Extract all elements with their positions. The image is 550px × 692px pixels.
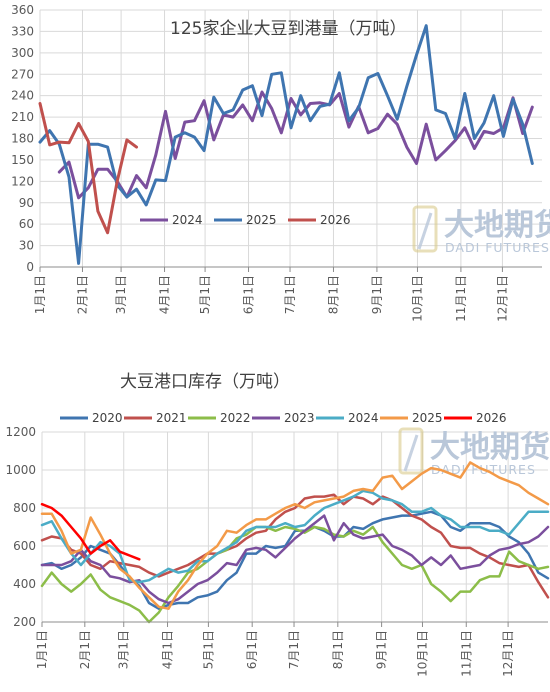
y-tick-label: 400 [13, 577, 36, 591]
y-tick-label: 120 [11, 174, 34, 188]
x-tick-label: 12月1日 [495, 275, 509, 322]
port-arrivals-chart: 大地期货 DADI FUTURES 0 30 60 90 120 150 180 210 240 2… [0, 0, 550, 335]
x-tick-label: 3月1日 [117, 630, 131, 669]
legend: 2020 2021 2022 2023 2024 2025 2026 [60, 411, 507, 425]
x-tick-label: 6月1日 [242, 275, 256, 314]
watermark-sub: DADI FUTURES [445, 240, 550, 255]
legend-label-2024: 2024 [348, 411, 379, 425]
x-tick-label: 5月1日 [198, 275, 212, 314]
x-tick-label: 4月1日 [158, 275, 172, 314]
x-tick-label: 1月1日 [35, 630, 49, 669]
series-lines [38, 24, 534, 265]
x-tick-label: 10月1日 [415, 630, 429, 677]
axes: 0 30 60 90 120 150 180 210 240 270 300 330 360 1月1日 2月… [11, 3, 542, 322]
y-tick-label: 270 [11, 67, 34, 81]
series-line-2022 [40, 525, 550, 624]
x-tick-label: 7月1日 [287, 630, 301, 669]
series-line-2024 [40, 489, 550, 584]
series-line-2026 [38, 102, 138, 235]
legend-label-2023: 2023 [284, 411, 315, 425]
y-tick-label: 240 [11, 89, 34, 103]
x-tick-label: 11月1日 [459, 630, 473, 677]
x-tick-label: 9月1日 [370, 275, 384, 314]
y-tick-label: 360 [11, 3, 34, 17]
chart-title: 大豆港口库存（万吨） [120, 372, 290, 392]
series-line-2025 [38, 24, 534, 265]
legend-label-2020: 2020 [92, 411, 123, 425]
legend-label-2025: 2025 [246, 213, 277, 227]
y-tick-label: 60 [19, 217, 34, 231]
x-tick-label: 4月1日 [161, 630, 175, 669]
y-tick-label: 800 [13, 501, 36, 515]
x-tick-label: 11月1日 [454, 275, 468, 322]
watermark-emblem-stroke [417, 212, 433, 250]
legend-label-2021: 2021 [156, 411, 187, 425]
series-lines [40, 461, 550, 624]
x-tick-label: 2月1日 [78, 630, 92, 669]
gridlines [41, 431, 548, 623]
y-tick-label: 150 [11, 153, 34, 167]
legend-label-2026: 2026 [320, 213, 351, 227]
x-tick-label: 6月1日 [245, 630, 259, 669]
y-tick-label: 300 [11, 46, 34, 60]
series-line-2021 [40, 493, 550, 599]
watermark-emblem [412, 205, 438, 253]
y-tick-label: 600 [13, 539, 36, 553]
legend-label-2025: 2025 [412, 411, 443, 425]
x-tick-label: 5月1日 [201, 630, 215, 669]
x-tick-label: 8月1日 [326, 275, 340, 314]
x-tick-label: 10月1日 [410, 275, 424, 322]
series-line-2025 [40, 461, 550, 610]
x-tick-label: 9月1日 [375, 630, 389, 669]
x-tick-label: 8月1日 [331, 630, 345, 669]
legend-label-2024: 2024 [172, 213, 203, 227]
x-tick-label: 12月1日 [501, 630, 515, 677]
chart-title: 125家企业大豆到港量（万吨） [170, 19, 406, 39]
x-tick-label: 3月1日 [114, 275, 128, 314]
y-tick-label: 200 [13, 615, 36, 629]
y-tick-label: 1200 [5, 425, 36, 439]
legend: 2024 2025 2026 [140, 213, 351, 227]
y-tick-label: 180 [11, 132, 34, 146]
watermark-emblem [398, 427, 424, 475]
axes: 200 400 600 800 1000 1200 1月1日 2月1日 3月1日 4月1日 5月1日… [5, 425, 548, 677]
y-tick-label: 90 [19, 196, 34, 210]
watermark-emblem-stroke [403, 434, 419, 472]
watermark-name: 大地期货 [444, 208, 550, 243]
watermark-name: 大地期货 [430, 430, 550, 465]
legend-label-2022: 2022 [220, 411, 251, 425]
x-tick-label: 2月1日 [75, 275, 89, 314]
legend-label-2026: 2026 [476, 411, 507, 425]
series-line-2023 [40, 514, 550, 605]
x-tick-label: 7月1日 [283, 275, 297, 314]
x-tick-label: 1月1日 [33, 275, 47, 314]
y-tick-label: 330 [11, 24, 34, 38]
y-tick-label: 210 [11, 110, 34, 124]
port-inventory-chart: 大地期货 DADI FUTURES 200 400 600 800 1000 1200 1月1… [0, 335, 550, 688]
series-line-2026 [40, 502, 141, 561]
y-tick-label: 0 [26, 260, 34, 274]
y-tick-label: 30 [19, 239, 34, 253]
y-tick-label: 1000 [5, 463, 36, 477]
